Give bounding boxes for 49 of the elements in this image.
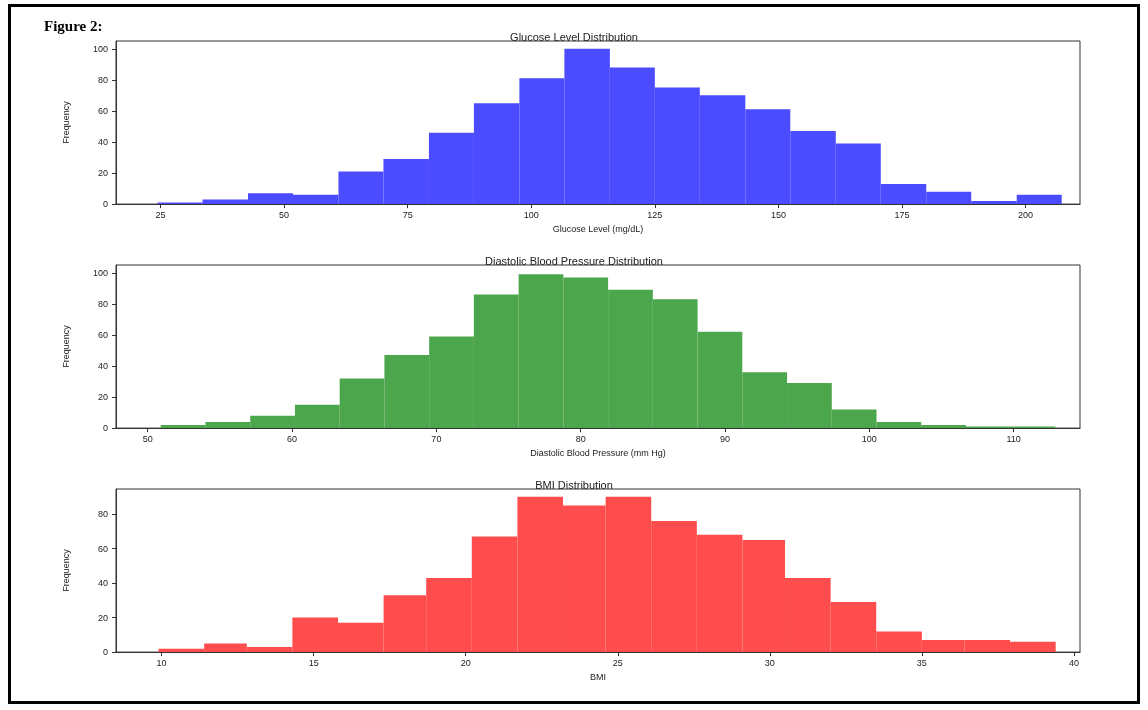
x-tick-label: 100 xyxy=(523,209,539,220)
x-tick-label: 175 xyxy=(894,209,910,220)
x-axis-title: BMI xyxy=(589,671,607,682)
x-axis-title: Diastolic Blood Pressure (mm Hg) xyxy=(530,447,666,458)
x-tick-label: 80 xyxy=(575,433,586,444)
y-tick-label: 80 xyxy=(97,509,108,520)
y-tick-label: 40 xyxy=(97,578,108,589)
x-tick-label: 10 xyxy=(156,657,167,668)
y-axis-title: Frequency xyxy=(60,548,71,592)
x-tick-label: 75 xyxy=(402,209,413,220)
y-tick-label: 60 xyxy=(97,105,108,116)
y-tick-label: 60 xyxy=(97,543,108,554)
y-tick-label: 0 xyxy=(102,199,108,210)
x-tick-label: 70 xyxy=(431,433,442,444)
y-tick-label: 100 xyxy=(92,43,108,54)
x-tick-label: 100 xyxy=(861,433,877,444)
y-axis-title: Frequency xyxy=(60,324,71,368)
x-tick-label: 50 xyxy=(142,433,153,444)
y-tick-label: 20 xyxy=(97,612,108,623)
x-tick-label: 60 xyxy=(287,433,298,444)
x-tick-label: 30 xyxy=(764,657,775,668)
y-tick-label: 20 xyxy=(97,168,108,179)
x-tick-label: 15 xyxy=(308,657,319,668)
y-tick-label: 80 xyxy=(97,74,108,85)
y-tick-label: 60 xyxy=(97,329,108,340)
x-tick-label: 110 xyxy=(1006,433,1021,444)
x-tick-label: 25 xyxy=(612,657,623,668)
y-tick-label: 0 xyxy=(102,647,108,658)
x-tick-label: 50 xyxy=(279,209,290,220)
y-tick-label: 40 xyxy=(97,136,108,147)
y-axis-title: Frequency xyxy=(60,100,71,144)
y-tick-label: 0 xyxy=(102,423,108,434)
chart-title: BMI Distribution xyxy=(535,478,613,491)
y-tick-label: 20 xyxy=(97,392,108,403)
x-tick-label: 90 xyxy=(719,433,730,444)
x-tick-label: 20 xyxy=(460,657,471,668)
y-tick-label: 40 xyxy=(97,360,108,371)
x-tick-label: 40 xyxy=(1068,657,1079,668)
x-tick-label: 125 xyxy=(647,209,663,220)
x-axis-title: Glucose Level (mg/dL) xyxy=(552,223,644,234)
caption: Figure 2: xyxy=(44,18,103,35)
y-tick-label: 100 xyxy=(92,267,108,278)
x-tick-label: 25 xyxy=(155,209,166,220)
chart-title: Glucose Level Distribution xyxy=(510,30,638,43)
x-tick-label: 200 xyxy=(1018,209,1034,220)
y-tick-label: 80 xyxy=(97,298,108,309)
x-tick-label: 150 xyxy=(770,209,786,220)
chart-title: Diastolic Blood Pressure Distribution xyxy=(485,254,663,267)
x-tick-label: 35 xyxy=(916,657,927,668)
